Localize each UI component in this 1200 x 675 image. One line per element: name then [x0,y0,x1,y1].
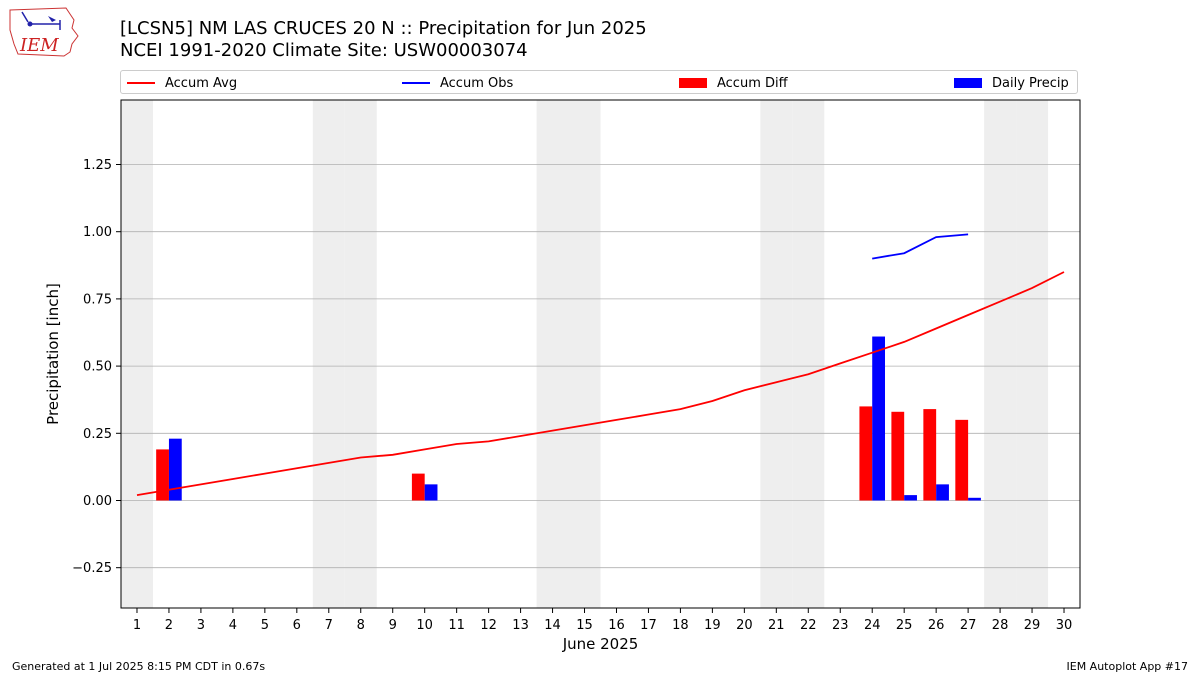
chart-subtitle: NCEI 1991-2020 Climate Site: USW00003074 [120,40,528,61]
x-tick-label: 29 [1024,618,1041,633]
legend-item-accum-obs: Accum Obs [402,74,513,92]
legend-item-accum-avg: Accum Avg [127,74,237,92]
x-tick-label: 9 [389,618,397,633]
weekend-band [1016,100,1049,608]
iem-iowa-logo-icon: IEM [9,7,79,57]
accum-obs-line [872,233,969,260]
accum-diff-bar [923,409,937,501]
x-tick-label: 18 [672,618,689,633]
x-tick-label: 23 [832,618,849,633]
y-tick-label: 0.25 [83,427,112,442]
x-tick-label: 5 [261,618,269,633]
lines [136,233,1065,496]
x-tick-label: 12 [480,618,497,633]
legend-label-accum-diff: Accum Diff [717,75,788,91]
x-tick-label: 19 [704,618,721,633]
y-tick-label: 0.75 [83,292,112,307]
legend-item-accum-diff: Accum Diff [679,74,788,92]
x-tick-label: 8 [357,618,365,633]
y-tick-label: 0.50 [83,360,112,375]
weekend-band [792,100,825,608]
x-tick-label: 1 [133,618,141,633]
x-axis-label: June 2025 [562,635,639,653]
legend-item-daily-precip: Daily Precip [954,74,1069,92]
x-tick-label: 28 [992,618,1009,633]
x-tick-label: 15 [576,618,593,633]
x-tick-label: 26 [928,618,945,633]
weekend-band [760,100,793,608]
iem-logo: IEM [8,6,80,60]
x-tick-label: 13 [512,618,529,633]
x-tick-label: 20 [736,618,753,633]
legend-label-accum-avg: Accum Avg [165,75,238,91]
legend-swatch-daily-precip [954,78,982,88]
legend-swatch-accum-obs [402,82,430,84]
x-tick-label: 30 [1056,618,1073,633]
x-tick-label: 16 [608,618,625,633]
x-tick-label: 11 [448,618,465,633]
y-tick-label: 1.25 [83,158,112,173]
weekend-shading [121,100,1049,608]
footer-app: IEM Autoplot App #17 [1066,660,1189,673]
accum-avg-line [136,271,1065,496]
x-tick-label: 27 [960,618,977,633]
weekend-band [536,100,569,608]
x-tick-label: 24 [864,618,881,633]
y-tick-label: −0.25 [72,561,112,576]
legend: Accum Avg Accum Obs Accum Diff Daily Pre… [120,70,1078,94]
weekend-band [568,100,601,608]
logo-text: IEM [19,35,59,56]
daily-precip-bar [904,495,917,501]
weekend-band [121,100,153,608]
daily-precip-bar [936,484,949,501]
daily-precip-bar [872,336,886,501]
x-tick-label: 6 [293,618,301,633]
x-axis-ticks: 1 2 3 4 5 6 7 8 9 10 11 12 13 14 15 16 17 18 19 20 21 22 23 24 2… [133,608,1072,633]
x-tick-label: 7 [325,618,333,633]
x-tick-label: 2 [165,618,173,633]
chart-title: [LCSN5] NM LAS CRUCES 20 N :: Precipitat… [120,18,647,39]
accum-diff-bar [859,406,873,501]
x-tick-label: 14 [544,618,561,633]
weekend-band [984,100,1017,608]
x-tick-label: 3 [197,618,205,633]
legend-swatch-accum-diff [679,78,707,88]
x-tick-label: 10 [416,618,433,633]
y-tick-label: 0.00 [83,494,112,509]
bars [156,336,981,501]
weekend-band [312,100,345,608]
y-axis-label: Precipitation [inch] [44,283,62,425]
accum-diff-bar [955,419,969,501]
accum-diff-bar [891,411,905,501]
daily-precip-bar [968,497,981,501]
x-tick-label: 25 [896,618,913,633]
x-tick-label: 4 [229,618,237,633]
legend-swatch-accum-avg [127,82,155,84]
accum-diff-bar [411,473,425,501]
x-tick-label: 21 [768,618,785,633]
y-axis-ticks: −0.25 0.00 0.25 0.50 0.75 1.00 1.25 [72,158,121,576]
gridlines [121,164,1080,569]
x-tick-label: 17 [640,618,657,633]
legend-label-daily-precip: Daily Precip [992,75,1069,91]
footer-generated: Generated at 1 Jul 2025 8:15 PM CDT in 0… [12,660,266,673]
x-tick-label: 22 [800,618,817,633]
y-tick-label: 1.00 [83,225,112,240]
daily-precip-bar [168,438,182,501]
accum-diff-bar [156,449,169,501]
plot-frame [120,99,1081,609]
daily-precip-bar [424,484,438,501]
legend-label-accum-obs: Accum Obs [440,75,514,91]
weekend-band [344,100,377,608]
